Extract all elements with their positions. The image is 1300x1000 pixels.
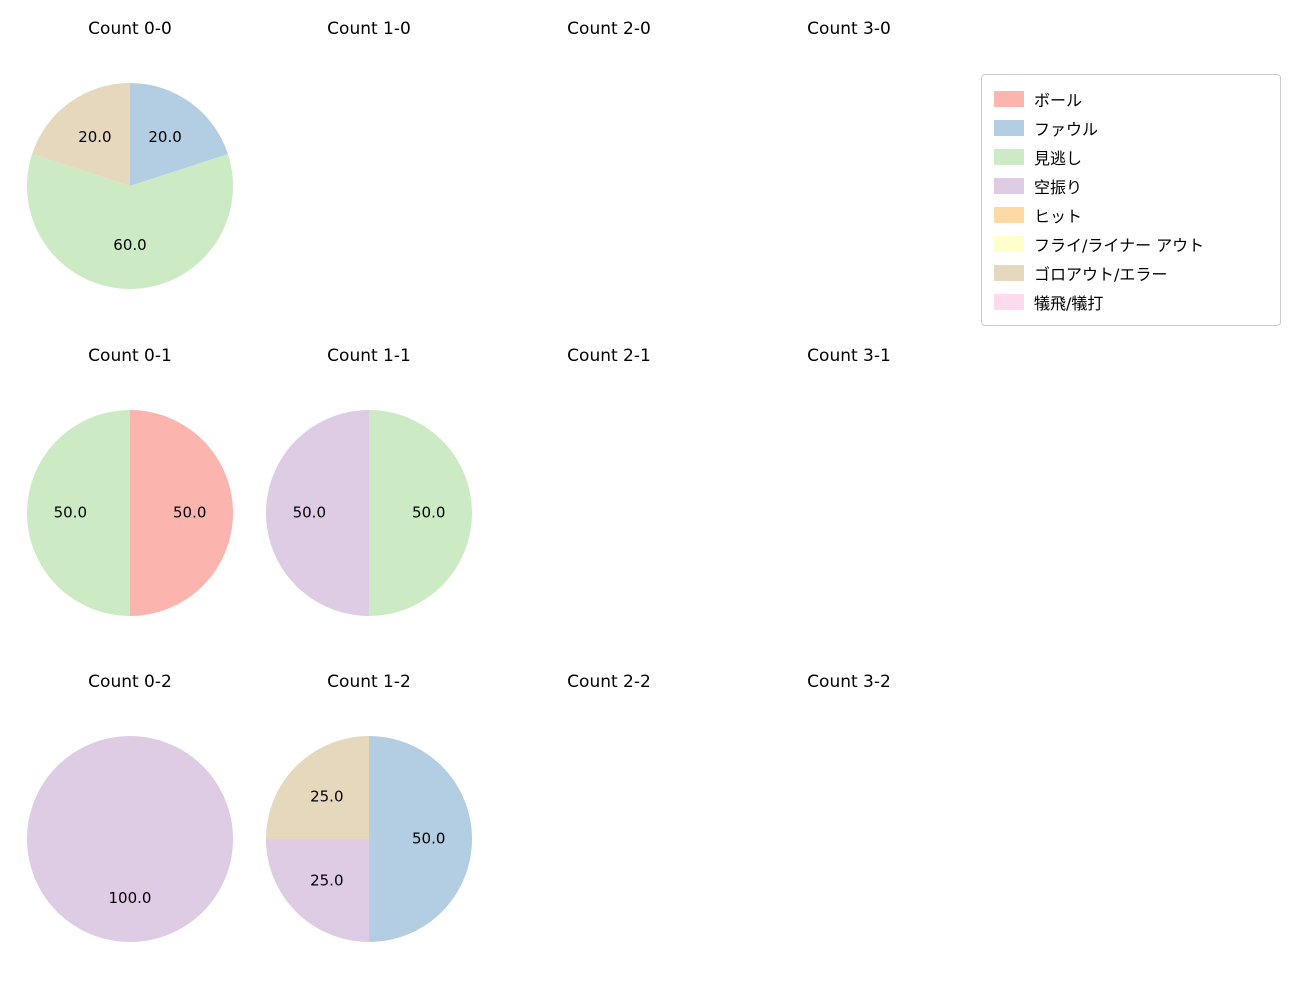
pie-chart-cell: Count 3-2 bbox=[719, 667, 979, 697]
legend-label: 見逃し bbox=[1034, 148, 1083, 168]
legend-item: フライ/ライナー アウト bbox=[994, 229, 1268, 258]
pie-percent-label: 50.0 bbox=[293, 504, 326, 522]
pie-slice bbox=[32, 83, 130, 186]
pie-title: Count 1-1 bbox=[327, 346, 411, 366]
pie-title: Count 3-1 bbox=[807, 346, 891, 366]
pie-slice bbox=[130, 83, 228, 186]
pie-chart-cell: Count 2-1 bbox=[479, 341, 739, 371]
pie-slice bbox=[266, 410, 369, 616]
pie-chart: 50.0 50.0 bbox=[266, 410, 472, 616]
pie-slice bbox=[26, 154, 234, 289]
pie-percent-label: 50.0 bbox=[412, 830, 445, 848]
legend-swatch-icon bbox=[994, 293, 1024, 310]
pie-title: Count 2-1 bbox=[567, 346, 651, 366]
pie-percent-label: 25.0 bbox=[310, 787, 343, 805]
legend-swatch-icon bbox=[994, 264, 1024, 281]
legend-label: フライ/ライナー アウト bbox=[1034, 235, 1205, 255]
pie-chart-cell: Count 0-0 20.0 60.0 20.0 bbox=[0, 14, 260, 292]
pie-chart-cell: Count 1-0 bbox=[239, 14, 499, 44]
pie-title: Count 3-0 bbox=[807, 19, 891, 39]
pie-chart-cell: Count 1-1 50.0 50.0 bbox=[239, 341, 499, 619]
pie-percent-label: 20.0 bbox=[78, 128, 111, 146]
pie-slice bbox=[27, 410, 130, 616]
pie-title: Count 1-0 bbox=[327, 19, 411, 39]
legend-swatch-icon bbox=[994, 235, 1024, 252]
pie-chart: 50.0 50.0 bbox=[27, 410, 233, 616]
pie-slice bbox=[266, 839, 369, 942]
pie-chart-cell: Count 2-0 bbox=[479, 14, 739, 44]
pie-title: Count 1-2 bbox=[327, 672, 411, 692]
legend-item: 空振り bbox=[994, 171, 1268, 200]
pie-title: Count 0-1 bbox=[88, 346, 172, 366]
pie-percent-label: 20.0 bbox=[148, 128, 181, 146]
pie-chart-cell: Count 3-0 bbox=[719, 14, 979, 44]
pie-chart: 20.0 60.0 20.0 bbox=[26, 83, 234, 289]
pie-slice bbox=[27, 736, 233, 942]
pie-chart-cell: Count 0-2 100.0 bbox=[0, 667, 260, 945]
pie-title: Count 0-2 bbox=[88, 672, 172, 692]
pie-percent-label: 50.0 bbox=[54, 504, 87, 522]
legend-label: ファウル bbox=[1034, 119, 1099, 139]
legend-label: ゴロアウト/エラー bbox=[1034, 264, 1168, 284]
pie-slice bbox=[130, 410, 233, 616]
legend-item: 見逃し bbox=[994, 142, 1268, 171]
pie-percent-label: 50.0 bbox=[412, 504, 445, 522]
legend-swatch-icon bbox=[994, 177, 1024, 194]
legend-item: ボール bbox=[994, 84, 1268, 113]
legend: ボールファウル見逃し空振りヒットフライ/ライナー アウト ゴロアウト/エラー 犠飛/… bbox=[981, 74, 1281, 326]
pie-slice bbox=[369, 736, 472, 942]
legend-item: ゴロアウト/エラー bbox=[994, 258, 1268, 287]
pie-chart-cell: Count 2-2 bbox=[479, 667, 739, 697]
pie-percent-label: 60.0 bbox=[113, 236, 146, 254]
pie-slice bbox=[369, 410, 472, 616]
legend-label: 空振り bbox=[1034, 177, 1083, 197]
pie-title: Count 0-0 bbox=[88, 19, 172, 39]
pie-percent-label: 50.0 bbox=[173, 504, 206, 522]
pie-chart-cell: Count 3-1 bbox=[719, 341, 979, 371]
pie-title: Count 2-0 bbox=[567, 19, 651, 39]
pie-percent-label: 100.0 bbox=[109, 889, 152, 907]
pie-title: Count 2-2 bbox=[567, 672, 651, 692]
pie-slice bbox=[266, 736, 369, 839]
legend-label: ボール bbox=[1034, 90, 1083, 110]
pie-chart: 50.0 25.0 25.0 bbox=[266, 736, 472, 942]
legend-swatch-icon bbox=[994, 206, 1024, 223]
legend-label: ヒット bbox=[1034, 206, 1083, 226]
legend-item: ヒット bbox=[994, 200, 1268, 229]
pie-title: Count 3-2 bbox=[807, 672, 891, 692]
pie-chart-cell: Count 1-2 50.0 25.0 25.0 bbox=[239, 667, 499, 945]
legend-swatch-icon bbox=[994, 90, 1024, 107]
pie-percent-label: 25.0 bbox=[310, 872, 343, 890]
legend-swatch-icon bbox=[994, 148, 1024, 165]
legend-item: 犠飛/犠打 bbox=[994, 287, 1268, 316]
legend-label: 犠飛/犠打 bbox=[1034, 293, 1104, 313]
legend-item: ファウル bbox=[994, 113, 1268, 142]
legend-swatch-icon bbox=[994, 119, 1024, 136]
pie-chart: 100.0 bbox=[27, 736, 233, 942]
pie-chart-cell: Count 0-1 50.0 50.0 bbox=[0, 341, 260, 619]
